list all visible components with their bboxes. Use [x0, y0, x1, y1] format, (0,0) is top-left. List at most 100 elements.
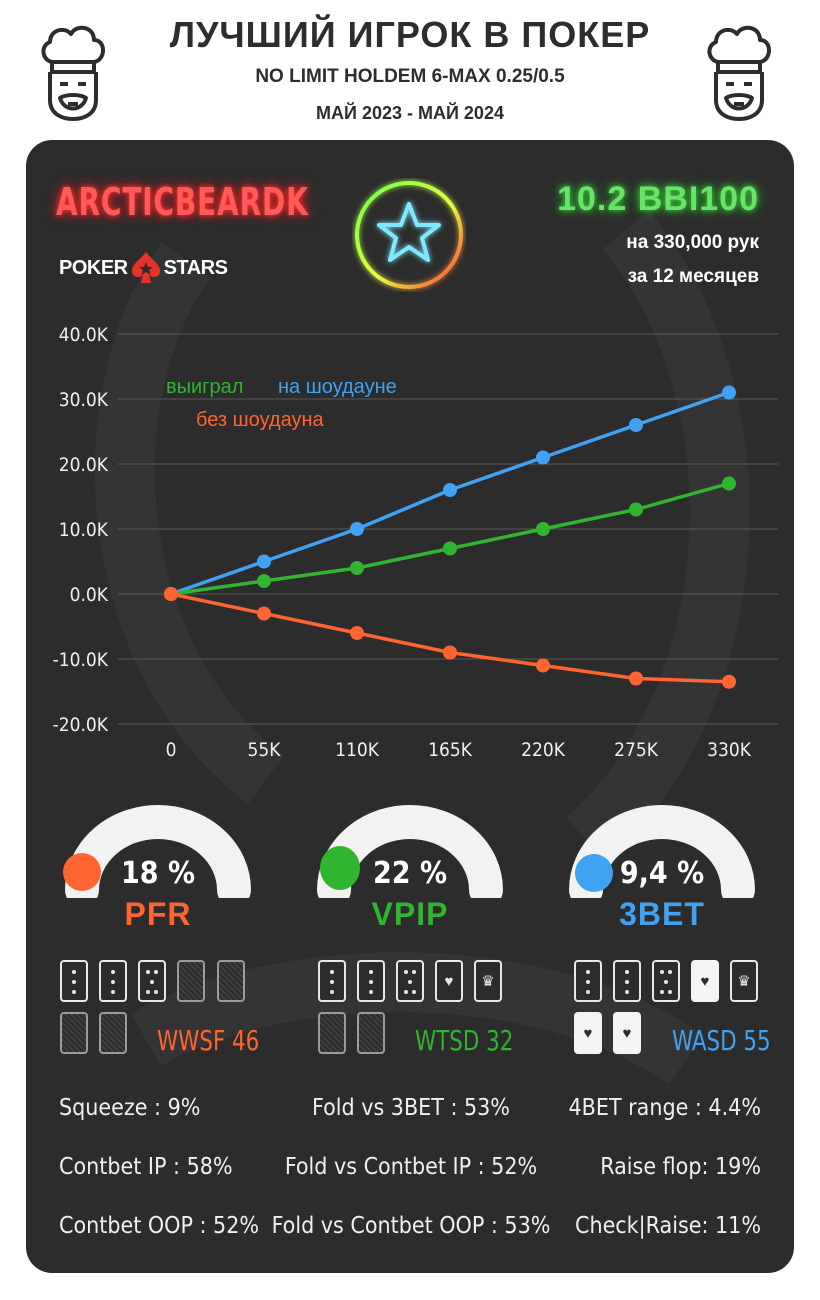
- series-line: [170, 481, 730, 596]
- data-point: [722, 385, 736, 400]
- card-icon: [60, 960, 88, 1002]
- gauge-label: 3BET: [619, 896, 705, 932]
- hands-count: на 330,000 рук: [626, 232, 759, 253]
- profit-chart: 40.0K 30.0K 20.0K 10.0K 0.0K -10.0K -20.0K 0 55K…: [53, 324, 778, 761]
- card-icon: [177, 960, 205, 1002]
- x-tick-label: 0: [166, 739, 177, 761]
- card-icon: [396, 960, 424, 1002]
- y-tick-label: 0.0K: [70, 584, 109, 606]
- data-point: [629, 418, 643, 432]
- data-point: [536, 658, 550, 673]
- player-name: ARCTICBEARDK: [56, 180, 309, 224]
- gauge-marker: [63, 853, 101, 891]
- card-icon: [138, 960, 166, 1002]
- gauge-vpip: 22 % VPIP: [310, 798, 510, 958]
- gauge-pfr: 18 % PFR: [58, 798, 258, 958]
- site-name-left: POKER: [59, 256, 128, 279]
- data-point: [164, 587, 178, 601]
- y-tick-label: 10.0K: [59, 519, 109, 541]
- gauge-label: PFR: [124, 896, 192, 932]
- gauge-value: 9,4 %: [619, 856, 705, 891]
- data-point: [722, 674, 736, 689]
- heart-icon: ♥: [700, 972, 710, 990]
- data-point: [629, 671, 643, 686]
- winrate-value: 10.2 BBI100: [557, 180, 759, 218]
- y-tick-label: 30.0K: [59, 389, 109, 411]
- card-icon: [357, 1012, 385, 1054]
- page-title: ЛУЧШИЙ ИГРОК В ПОКЕР: [169, 14, 651, 55]
- card-icon: [652, 960, 680, 1002]
- x-tick-label: 220K: [521, 739, 566, 761]
- gauge-value: 22 %: [373, 856, 447, 891]
- legend-label: без шоудауна: [196, 409, 325, 431]
- gauge-marker: [575, 854, 613, 892]
- heart-icon: ♥: [622, 1024, 632, 1042]
- metric-wasd: WASD 55: [672, 1024, 771, 1057]
- legend-label: выиграл: [166, 376, 243, 398]
- data-point: [257, 606, 271, 621]
- chef-icon: [707, 25, 771, 121]
- data-point: [443, 483, 457, 497]
- y-tick-label: -10.0K: [53, 649, 109, 671]
- metric-wwsf: WWSF 46: [157, 1024, 260, 1057]
- data-point: [536, 450, 550, 465]
- legend-label: на шоудауне: [278, 376, 397, 398]
- stat-4bet-range: 4BET range : 4.4%: [568, 1095, 761, 1121]
- card-icon: ♛: [730, 960, 758, 1002]
- card-icon: ♥: [435, 960, 463, 1002]
- card-icon: [357, 960, 385, 1002]
- data-point: [722, 476, 736, 491]
- pokerstars-spade-icon: [131, 252, 160, 283]
- months-count: за 12 месяцев: [627, 266, 759, 287]
- data-point: [350, 561, 364, 575]
- y-tick-label: 40.0K: [59, 324, 109, 346]
- stat-raise-flop: Raise flop: 19%: [600, 1154, 761, 1180]
- series-line: [170, 592, 730, 684]
- data-point: [443, 645, 457, 660]
- card-icon: ♥: [691, 960, 719, 1002]
- star-icon: [355, 181, 463, 289]
- card-icon: [99, 1012, 127, 1054]
- y-tick-label: -20.0K: [53, 714, 109, 736]
- data-point: [350, 522, 364, 536]
- card-icon: [99, 960, 127, 1002]
- card-icon: ♥: [613, 1012, 641, 1054]
- site-name-right: STARS: [163, 256, 228, 279]
- stat-fold-vs-contbet-ip: Fold vs Contbet IP : 52%: [284, 1154, 538, 1180]
- data-point: [350, 626, 364, 640]
- card-icon: [574, 960, 602, 1002]
- data-point: [257, 574, 271, 588]
- stat-contbet-oop: Contbet OOP : 52%: [59, 1213, 260, 1239]
- data-point: [443, 541, 457, 556]
- gauge-label: VPIP: [371, 896, 449, 932]
- data-point: [629, 502, 643, 517]
- x-tick-label: 330K: [707, 739, 752, 761]
- crown-icon: ♛: [737, 973, 751, 990]
- metric-wtsd: WTSD 32: [415, 1024, 514, 1057]
- stat-check-raise: Check|Raise: 11%: [575, 1213, 761, 1239]
- heart-icon: ♥: [583, 1024, 593, 1042]
- card-icon: ♥: [574, 1012, 602, 1054]
- card-icon: ♛: [474, 960, 502, 1002]
- x-tick-label: 275K: [614, 739, 659, 761]
- data-point: [536, 522, 550, 536]
- gauge-3bet: 9,4 % 3BET: [562, 798, 762, 958]
- card-icon: [60, 1012, 88, 1054]
- x-tick-label: 165K: [428, 739, 473, 761]
- card-icon: [217, 960, 245, 1002]
- page-subtitle: NO LIMIT HOLDEM 6-MAX 0.25/0.5: [255, 66, 565, 87]
- stats-panel: ARCTICBEARDK POKER STARS 10.2 BBI100 на …: [26, 140, 794, 1273]
- period-label: МАЙ 2023 - МАЙ 2024: [316, 103, 504, 123]
- card-icon: [318, 1012, 346, 1054]
- stat-squeeze: Squeeze : 9%: [59, 1095, 201, 1121]
- heart-icon: ♥: [444, 972, 454, 990]
- y-tick-label: 20.0K: [59, 454, 109, 476]
- stat-fold-vs-contbet-oop: Fold vs Contbet OOP : 53%: [271, 1213, 551, 1239]
- pokerstars-logo: POKER STARS: [59, 248, 228, 288]
- chef-icon: [41, 25, 105, 121]
- stat-contbet-ip: Contbet IP : 58%: [59, 1154, 233, 1180]
- x-tick-label: 110K: [335, 739, 380, 761]
- card-icon: [613, 960, 641, 1002]
- x-tick-label: 55K: [248, 739, 282, 761]
- stat-fold-vs-3bet: Fold vs 3BET : 53%: [312, 1095, 510, 1121]
